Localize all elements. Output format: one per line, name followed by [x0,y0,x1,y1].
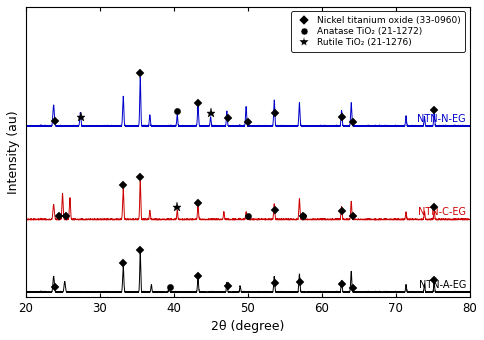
Legend: Nickel titanium oxide (33-0960), Anatase TiO₂ (21-1272), Rutile TiO₂ (21-1276): Nickel titanium oxide (33-0960), Anatase… [291,12,465,52]
Text: NTN-A-EG: NTN-A-EG [419,280,466,290]
Text: NTN-N-EG: NTN-N-EG [417,114,466,124]
X-axis label: 2θ (degree): 2θ (degree) [211,320,284,333]
Text: NTN-C-EG: NTN-C-EG [418,207,466,217]
Y-axis label: Intensity (au): Intensity (au) [7,110,20,193]
